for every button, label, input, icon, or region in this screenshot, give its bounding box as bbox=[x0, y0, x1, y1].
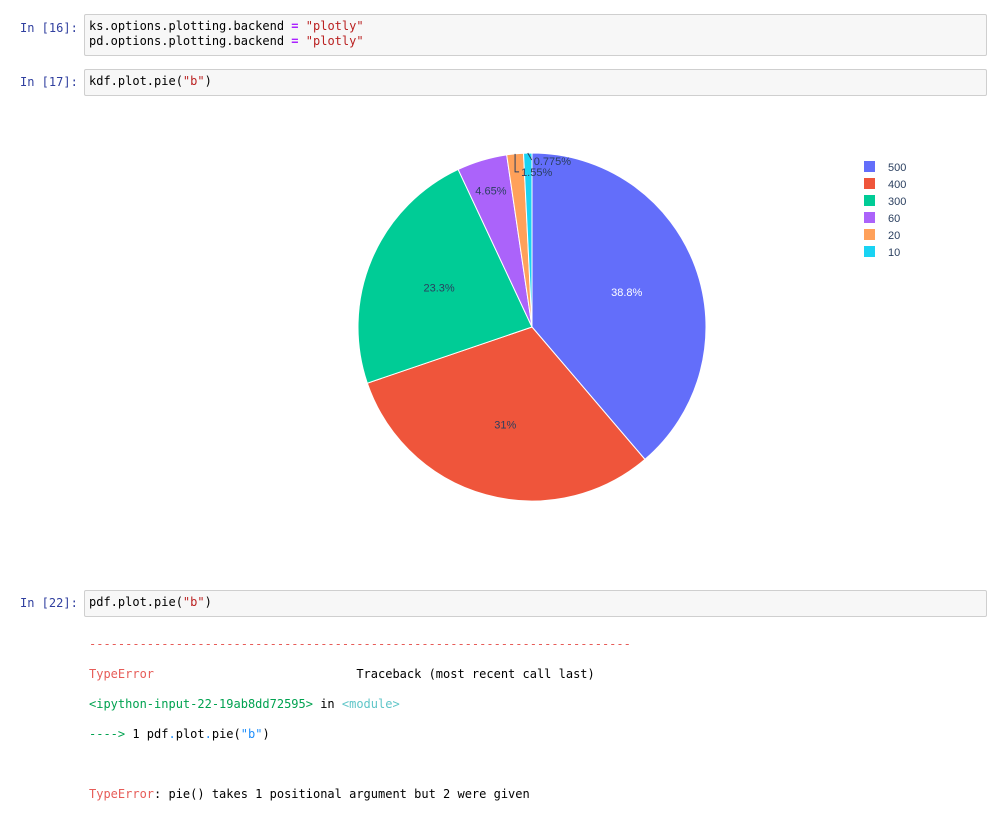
pie-percent-label-500: 38.8% bbox=[611, 287, 642, 299]
legend-swatch-60[interactable] bbox=[864, 212, 875, 223]
pie-slices bbox=[357, 152, 707, 502]
input-prompt: In [16]: bbox=[20, 21, 78, 35]
pie-slice-300[interactable] bbox=[357, 168, 533, 384]
legend-label-300[interactable]: 300 bbox=[888, 196, 906, 208]
traceback-location: <ipython-input-22-19ab8dd72595> in <modu… bbox=[89, 697, 400, 711]
blank-line bbox=[89, 757, 631, 772]
leader-line-20 bbox=[514, 153, 520, 173]
legend-label-10[interactable]: 10 bbox=[888, 247, 900, 259]
pie-percent-label-60: 4.65% bbox=[475, 185, 506, 197]
legend-label-400[interactable]: 400 bbox=[888, 179, 906, 191]
input-prompt: In [22]: bbox=[20, 596, 78, 610]
traceback-header: TypeError Traceback (most recent call la… bbox=[89, 667, 631, 682]
error-message: TypeError: pie() takes 1 positional argu… bbox=[89, 787, 530, 801]
pie-percent-label-10: 0.775% bbox=[534, 156, 572, 168]
pie-slice-10[interactable] bbox=[523, 152, 533, 328]
pie-slice-400[interactable] bbox=[366, 326, 646, 502]
pie-leader-lines bbox=[514, 152, 533, 173]
code-line: kdf.plot.pie("b") bbox=[89, 74, 212, 88]
pie-percent-labels: 38.8% 31% 23.3% 4.65% 1.55%0.775% bbox=[424, 156, 643, 431]
pie-percent-label-400: 31% bbox=[494, 419, 516, 431]
pie-percent-label-20: 1.55% bbox=[521, 167, 552, 179]
traceback-rule: ----------------------------------------… bbox=[89, 637, 631, 651]
traceback-arrow-line: ----> 1 pdf.plot.pie("b") bbox=[89, 727, 270, 741]
code-input[interactable]: ks.options.plotting.backend = "plotly" p… bbox=[84, 14, 987, 56]
notebook-cell-16[interactable]: In [16]: ks.options.plotting.backend = "… bbox=[0, 14, 997, 58]
code-line: pdf.plot.pie("b") bbox=[89, 595, 212, 609]
legend-swatch-20[interactable] bbox=[864, 229, 875, 240]
legend-label-20[interactable]: 20 bbox=[888, 230, 900, 242]
notebook-cell-17[interactable]: In [17]: kdf.plot.pie("b") bbox=[0, 69, 997, 97]
legend-swatch-10[interactable] bbox=[864, 246, 875, 257]
code-input[interactable]: kdf.plot.pie("b") bbox=[84, 69, 987, 96]
legend-label-500[interactable]: 500 bbox=[888, 162, 906, 174]
pie-percent-label-300: 23.3% bbox=[424, 283, 455, 295]
pie-slice-500[interactable] bbox=[531, 152, 707, 461]
chart-legend: 500 400 300 60 20 10 bbox=[864, 161, 906, 259]
pie-chart[interactable]: 38.8% 31% 23.3% 4.65% 1.55%0.775% 500 400 300 6… bbox=[0, 0, 997, 727]
traceback-label: Traceback (most recent call last) bbox=[356, 667, 595, 681]
error-type: TypeError bbox=[89, 667, 155, 681]
legend-swatch-500[interactable] bbox=[864, 161, 875, 172]
legend-swatch-400[interactable] bbox=[864, 178, 875, 189]
error-output: ----------------------------------------… bbox=[89, 622, 631, 817]
notebook-cell-22[interactable]: In [22]: pdf.plot.pie("b") bbox=[0, 590, 997, 618]
legend-swatch-300[interactable] bbox=[864, 195, 875, 206]
code-line: pd.options.plotting.backend = "plotly" bbox=[89, 34, 364, 48]
legend-label-60[interactable]: 60 bbox=[888, 213, 900, 225]
leader-line-10 bbox=[527, 152, 533, 161]
code-input[interactable]: pdf.plot.pie("b") bbox=[84, 590, 987, 617]
code-line: ks.options.plotting.backend = "plotly" bbox=[89, 19, 364, 33]
input-prompt: In [17]: bbox=[20, 75, 78, 89]
